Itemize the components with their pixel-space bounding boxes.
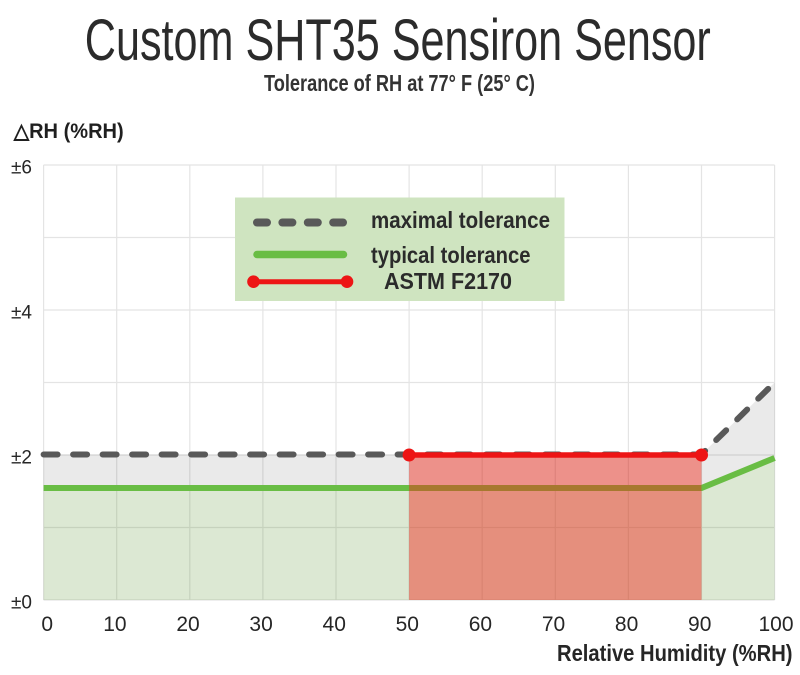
svg-text:±6: ±6 <box>11 158 32 179</box>
svg-text:typical tolerance: typical tolerance <box>371 242 531 268</box>
svg-text:10: 10 <box>103 613 126 636</box>
svg-text:0: 0 <box>41 613 53 636</box>
svg-text:100: 100 <box>758 613 793 636</box>
svg-text:Custom SHT35 Sensiron Sensor: Custom SHT35 Sensiron Sensor <box>85 8 711 73</box>
svg-text:20: 20 <box>176 613 199 636</box>
svg-text:Tolerance of RH at 77° F (25°: Tolerance of RH at 77° F (25° C) <box>264 70 535 96</box>
svg-text:60: 60 <box>469 613 492 636</box>
svg-text:40: 40 <box>323 613 346 636</box>
svg-text:maximal tolerance: maximal tolerance <box>371 207 550 233</box>
svg-text:80: 80 <box>615 613 638 636</box>
svg-text:△RH (%RH): △RH (%RH) <box>13 120 124 143</box>
svg-text:50: 50 <box>396 613 419 636</box>
svg-text:Relative Humidity (%RH): Relative Humidity (%RH) <box>557 640 793 666</box>
svg-text:±4: ±4 <box>11 303 32 324</box>
svg-text:90: 90 <box>688 613 711 636</box>
svg-text:ASTM F2170: ASTM F2170 <box>384 268 512 294</box>
svg-text:30: 30 <box>249 613 272 636</box>
svg-text:70: 70 <box>542 613 565 636</box>
svg-text:±0: ±0 <box>11 593 32 614</box>
svg-text:±2: ±2 <box>11 448 32 469</box>
